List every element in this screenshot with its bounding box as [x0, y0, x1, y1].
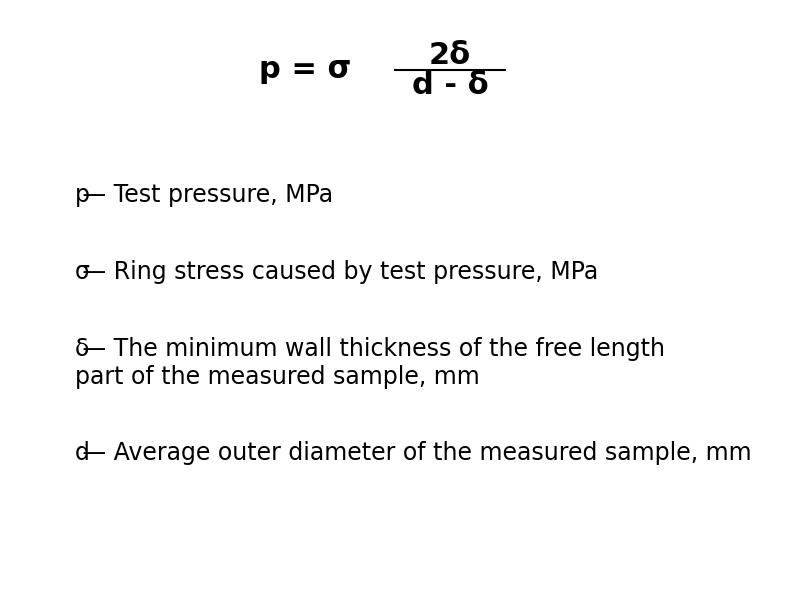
- Text: d: d: [75, 441, 90, 465]
- Text: — The minimum wall thickness of the free length: — The minimum wall thickness of the free…: [75, 337, 665, 361]
- Text: 2δ: 2δ: [429, 40, 471, 70]
- Text: p = σ: p = σ: [259, 55, 351, 85]
- Text: — Ring stress caused by test pressure, MPa: — Ring stress caused by test pressure, M…: [75, 260, 598, 284]
- Text: — Average outer diameter of the measured sample, mm: — Average outer diameter of the measured…: [75, 441, 752, 465]
- Text: p: p: [75, 183, 90, 207]
- Text: σ: σ: [75, 260, 90, 284]
- Text: part of the measured sample, mm: part of the measured sample, mm: [75, 365, 480, 389]
- Text: — Test pressure, MPa: — Test pressure, MPa: [75, 183, 333, 207]
- Text: d - δ: d - δ: [412, 70, 488, 100]
- Text: δ: δ: [75, 337, 90, 361]
